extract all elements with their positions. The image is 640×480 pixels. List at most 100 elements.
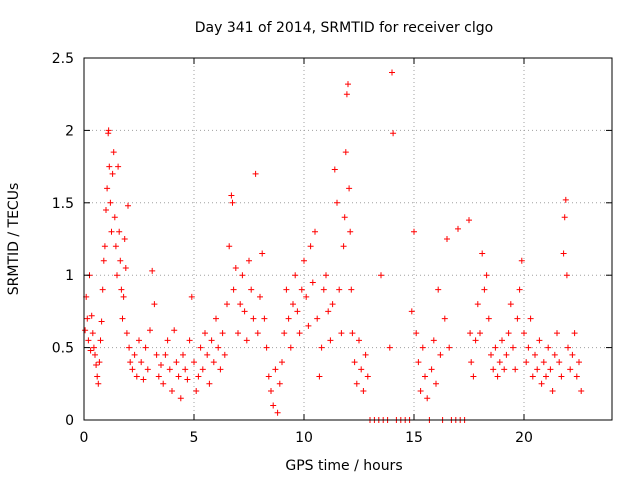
data-point xyxy=(360,388,367,395)
y-tick-label: 2 xyxy=(65,123,74,139)
data-point xyxy=(507,301,514,308)
data-point xyxy=(180,351,186,358)
data-point xyxy=(351,359,358,366)
x-axis-label: GPS time / hours xyxy=(285,458,402,474)
data-point xyxy=(136,337,142,344)
data-point xyxy=(98,318,105,325)
data-point xyxy=(496,359,503,366)
data-point xyxy=(82,327,89,334)
x-tick-label: 20 xyxy=(515,430,533,446)
plot-frame xyxy=(83,57,613,421)
data-point xyxy=(417,388,424,395)
data-point xyxy=(323,272,329,279)
data-point xyxy=(188,293,195,300)
data-point xyxy=(276,380,283,387)
data-point xyxy=(503,351,510,358)
x-tick-label: 10 xyxy=(295,430,313,446)
x-tick-label: 5 xyxy=(190,430,199,446)
data-point xyxy=(101,243,108,250)
data-point xyxy=(126,344,133,351)
data-point xyxy=(197,344,204,351)
data-point xyxy=(144,366,151,373)
data-point xyxy=(362,351,369,358)
data-point xyxy=(270,402,277,409)
data-point xyxy=(85,337,92,344)
data-point xyxy=(162,351,169,358)
data-point xyxy=(455,225,461,232)
data-point xyxy=(230,286,237,293)
data-point xyxy=(95,380,102,387)
data-point xyxy=(153,351,160,358)
data-point xyxy=(560,250,567,257)
data-point xyxy=(285,315,292,322)
data-point xyxy=(446,344,453,351)
data-point xyxy=(142,344,149,351)
data-point xyxy=(441,315,448,322)
data-point xyxy=(567,366,574,373)
data-point xyxy=(90,344,97,351)
data-point xyxy=(518,257,525,264)
data-point xyxy=(424,395,431,402)
data-point xyxy=(164,337,171,344)
data-point xyxy=(202,330,208,337)
data-point xyxy=(540,359,547,366)
data-point xyxy=(543,373,549,380)
data-point xyxy=(408,308,415,315)
data-point xyxy=(107,199,114,206)
data-point xyxy=(106,163,113,170)
data-point xyxy=(281,330,288,337)
data-point xyxy=(182,366,189,373)
data-point xyxy=(88,312,95,319)
data-point xyxy=(166,366,173,373)
data-point xyxy=(303,293,310,300)
data-point xyxy=(549,388,556,395)
data-point xyxy=(563,272,570,279)
data-point xyxy=(160,380,167,387)
data-point xyxy=(169,388,175,395)
data-point xyxy=(298,286,305,293)
data-point xyxy=(257,293,263,300)
data-point xyxy=(474,301,481,308)
data-point xyxy=(173,359,180,366)
data-point xyxy=(346,185,353,192)
data-point xyxy=(561,214,568,221)
data-point xyxy=(283,286,290,293)
data-point xyxy=(349,330,356,337)
data-point xyxy=(114,272,120,279)
data-point xyxy=(477,330,483,337)
data-point xyxy=(186,337,193,344)
data-point xyxy=(125,202,131,209)
data-point xyxy=(116,228,123,235)
data-point xyxy=(292,272,299,279)
y-tick-label: 2.5 xyxy=(52,51,74,67)
data-point xyxy=(551,351,558,358)
data-point xyxy=(510,344,516,351)
data-point xyxy=(433,380,439,387)
data-point xyxy=(171,327,178,334)
data-point xyxy=(468,359,475,366)
data-point xyxy=(338,330,345,337)
data-point xyxy=(115,163,122,170)
data-point xyxy=(123,330,130,337)
data-point xyxy=(184,376,191,383)
y-tick-label: 0.5 xyxy=(52,341,74,357)
data-point xyxy=(514,315,521,322)
data-point xyxy=(320,286,327,293)
data-point xyxy=(208,337,215,344)
data-point xyxy=(523,359,530,366)
data-point xyxy=(472,337,479,344)
data-point xyxy=(356,337,362,344)
data-point xyxy=(84,315,91,322)
axis-ticks: 0 5 10 15 20 0 0.5 1 1.5 2 2.5 xyxy=(52,51,612,446)
data-point xyxy=(232,264,239,271)
data-point xyxy=(252,170,259,177)
data-point xyxy=(237,301,244,308)
data-point xyxy=(272,366,279,373)
data-point xyxy=(334,199,340,206)
data-point xyxy=(479,250,486,257)
data-point xyxy=(127,359,134,366)
data-point xyxy=(129,366,136,373)
x-tick-label: 15 xyxy=(405,430,423,446)
data-point xyxy=(516,286,523,293)
data-point xyxy=(246,257,252,264)
